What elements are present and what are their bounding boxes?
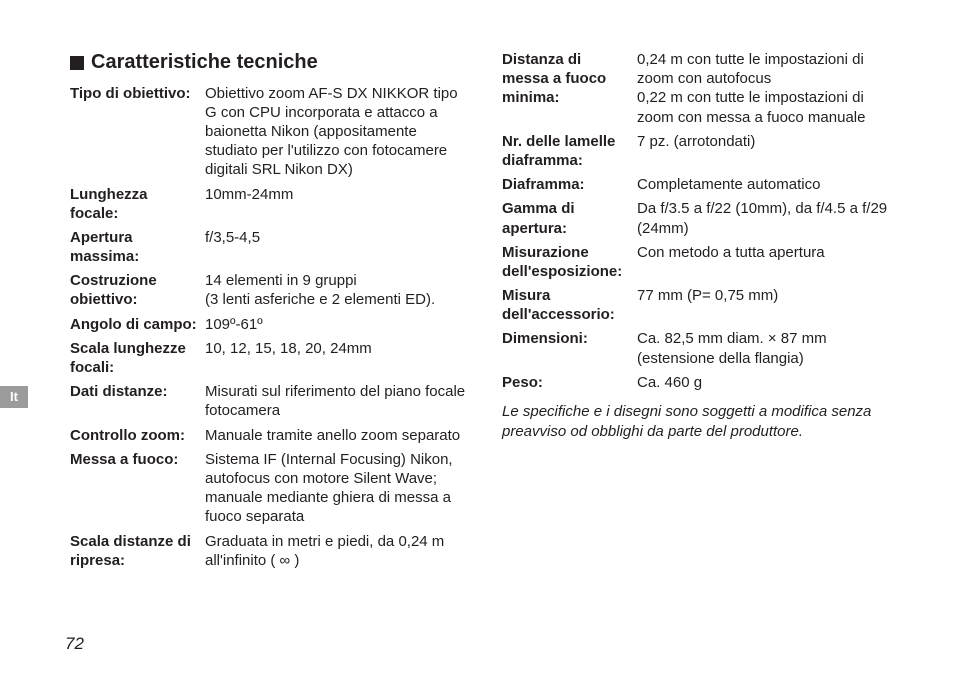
spec-row: Dati distanze:Misurati sul riferimento d…: [70, 382, 472, 420]
spec-label: Scala distanze di ripresa:: [70, 532, 205, 570]
spec-label: Nr. delle lamelle diaframma:: [502, 132, 637, 170]
spec-row: Nr. delle lamelle diaframma:7 pz. (arrot…: [502, 132, 904, 170]
right-column: Distanza di messa a fuoco minima:0,24 m …: [502, 50, 904, 575]
spec-value: 0,24 m con tutte le impostazioni di zoom…: [637, 50, 904, 127]
language-tab: It: [0, 386, 28, 408]
spec-label: Peso:: [502, 373, 637, 392]
page-number: 72: [65, 633, 84, 655]
spec-label: Angolo di campo:: [70, 315, 205, 334]
spec-label: Scala lunghezze focali:: [70, 339, 205, 377]
spec-row: Angolo di campo:109º-61º: [70, 315, 472, 334]
spec-label: Dimensioni:: [502, 329, 637, 348]
spec-label: Costruzione obiettivo:: [70, 271, 205, 309]
spec-row: Lunghezza focale:10mm-24mm: [70, 185, 472, 223]
spec-row: Controllo zoom:Manuale tramite anello zo…: [70, 426, 472, 445]
spec-row: Peso:Ca. 460 g: [502, 373, 904, 392]
spec-value: Manuale tramite anello zoom separato: [205, 426, 472, 445]
section-title: Caratteristiche tecniche: [70, 50, 472, 76]
spec-value: Ca. 460 g: [637, 373, 904, 392]
spec-value: 7 pz. (arrotondati): [637, 132, 904, 151]
spec-value: 109º-61º: [205, 315, 472, 334]
spec-label: Misurazione dell'esposizione:: [502, 243, 637, 281]
spec-label: Dati distanze:: [70, 382, 205, 401]
spec-label: Gamma di apertura:: [502, 199, 637, 237]
spec-value: Sistema IF (Internal Focusing) Nikon, au…: [205, 450, 472, 527]
spec-value: 10, 12, 15, 18, 20, 24mm: [205, 339, 472, 358]
spec-label: Distanza di messa a fuoco minima:: [502, 50, 637, 108]
spec-value: Graduata in metri e piedi, da 0,24 m all…: [205, 532, 472, 570]
spec-row: Misura dell'accessorio:77 mm (P= 0,75 mm…: [502, 286, 904, 324]
spec-label: Misura dell'accessorio:: [502, 286, 637, 324]
left-column: Caratteristiche tecniche Tipo di obietti…: [70, 50, 472, 575]
spec-row: Misurazione dell'esposizione:Con metodo …: [502, 243, 904, 281]
spec-value: Da f/3.5 a f/22 (10mm), da f/4.5 a f/29 …: [637, 199, 904, 237]
spec-value: Obiettivo zoom AF-S DX NIKKOR tipo G con…: [205, 84, 472, 180]
spec-row: Tipo di obiettivo:Obiettivo zoom AF-S DX…: [70, 84, 472, 180]
spec-value: Completamente automatico: [637, 175, 904, 194]
page-content: Caratteristiche tecniche Tipo di obietti…: [0, 0, 954, 575]
spec-label: Lunghezza focale:: [70, 185, 205, 223]
spec-value: 14 elementi in 9 gruppi(3 lenti asferich…: [205, 271, 472, 309]
spec-label: Messa a fuoco:: [70, 450, 205, 469]
spec-value: Misurati sul riferimento del piano focal…: [205, 382, 472, 420]
spec-row: Scala lunghezze focali:10, 12, 15, 18, 2…: [70, 339, 472, 377]
footnote: Le specifiche e i disegni sono soggetti …: [502, 402, 904, 441]
spec-value: f/3,5-4,5: [205, 228, 472, 247]
spec-value: 77 mm (P= 0,75 mm): [637, 286, 904, 305]
spec-value: 10mm-24mm: [205, 185, 472, 204]
spec-row: Scala distanze di ripresa:Graduata in me…: [70, 532, 472, 570]
spec-value: Con metodo a tutta apertura: [637, 243, 904, 262]
square-bullet-icon: [70, 56, 84, 70]
spec-label: Controllo zoom:: [70, 426, 205, 445]
spec-row: Distanza di messa a fuoco minima:0,24 m …: [502, 50, 904, 127]
spec-row: Dimensioni:Ca. 82,5 mm diam. × 87 mm (es…: [502, 329, 904, 367]
section-title-text: Caratteristiche tecniche: [91, 50, 318, 76]
spec-row: Gamma di apertura:Da f/3.5 a f/22 (10mm)…: [502, 199, 904, 237]
spec-value: Ca. 82,5 mm diam. × 87 mm (estensione de…: [637, 329, 904, 367]
spec-row: Messa a fuoco:Sistema IF (Internal Focus…: [70, 450, 472, 527]
spec-label: Tipo di obiettivo:: [70, 84, 205, 103]
spec-label: Apertura massima:: [70, 228, 205, 266]
spec-row: Apertura massima:f/3,5-4,5: [70, 228, 472, 266]
spec-row: Diaframma:Completamente automatico: [502, 175, 904, 194]
spec-label: Diaframma:: [502, 175, 637, 194]
spec-row: Costruzione obiettivo:14 elementi in 9 g…: [70, 271, 472, 309]
